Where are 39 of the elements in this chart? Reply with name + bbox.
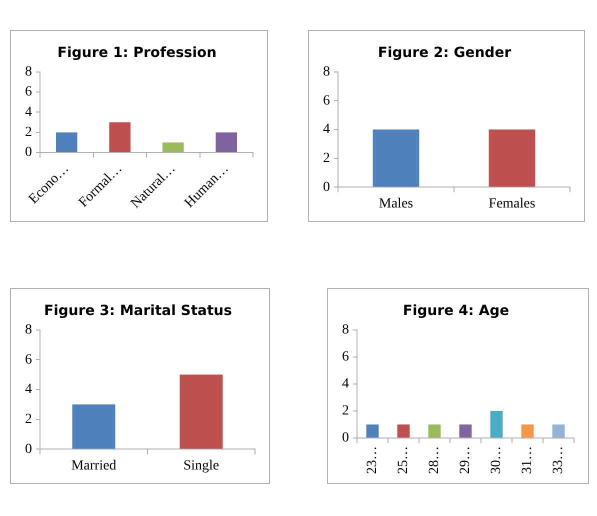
- y-tick-label: 6: [342, 350, 349, 365]
- x-tick-label: 25…: [396, 446, 412, 474]
- y-tick-label: 6: [25, 84, 32, 100]
- y-tick-label: 6: [25, 352, 32, 368]
- y-tick-label: 4: [25, 104, 32, 120]
- y-tick-label: 8: [25, 64, 32, 80]
- y-tick-label: 0: [25, 442, 32, 457]
- x-tick-label: Females: [488, 196, 536, 212]
- y-tick-label: 8: [323, 64, 330, 80]
- chart-title: Figure 4: Age: [402, 303, 510, 320]
- x-tick-label: 33…: [551, 446, 566, 474]
- bar: [56, 132, 78, 152]
- x-tick-label: 23…: [365, 446, 380, 474]
- y-tick-label: 0: [342, 430, 349, 446]
- y-tick-label: 0: [323, 180, 330, 195]
- y-tick-label: 8: [342, 322, 349, 338]
- x-tick-label: 29…: [458, 446, 474, 474]
- x-tick-label: 30…: [489, 446, 504, 474]
- x-tick-label: Married: [71, 458, 116, 474]
- y-tick-label: 2: [323, 151, 330, 166]
- bar: [109, 122, 131, 152]
- x-tick-label: Single: [183, 458, 220, 474]
- x-tick-label: Males: [378, 196, 414, 212]
- x-tick-label: 28…: [427, 446, 442, 474]
- x-tick-label: 31…: [520, 446, 536, 474]
- y-tick-label: 4: [342, 376, 349, 392]
- y-tick-label: 2: [25, 125, 32, 140]
- bar: [216, 132, 238, 152]
- y-tick-label: 4: [25, 382, 32, 398]
- y-tick-label: 2: [25, 412, 32, 428]
- y-tick-label: 8: [25, 322, 32, 338]
- y-tick-label: 0: [25, 145, 32, 160]
- bar: [162, 142, 184, 152]
- chart-title: Figure 3: Marital Status: [44, 303, 232, 320]
- y-tick-label: 6: [323, 93, 330, 108]
- y-tick-label: 2: [342, 404, 349, 419]
- chart-title: Figure 1: Profession: [57, 45, 217, 62]
- y-tick-label: 4: [323, 122, 330, 138]
- chart-title: Figure 2: Gender: [378, 45, 512, 62]
